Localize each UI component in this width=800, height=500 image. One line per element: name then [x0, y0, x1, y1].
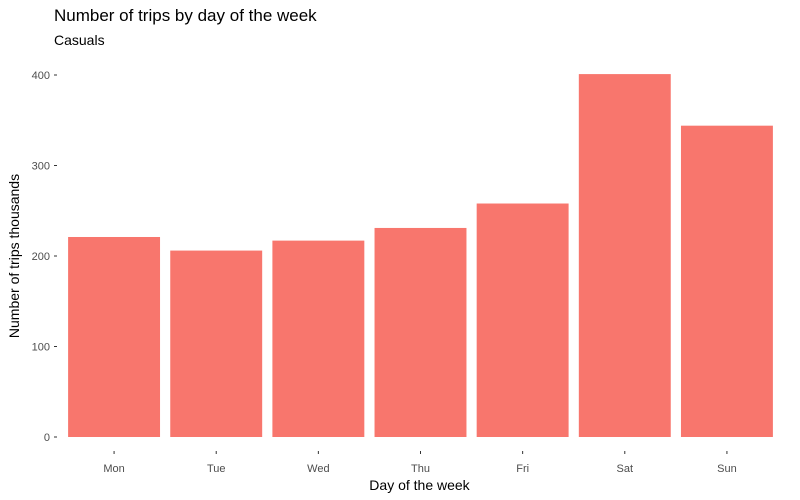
bar-sat: [578, 74, 671, 437]
x-tick-label: Tue: [207, 463, 226, 475]
x-tick-label: Wed: [307, 463, 329, 475]
y-tick-label: 400: [32, 70, 50, 82]
x-tick-label: Sun: [717, 463, 737, 475]
y-axis-title: Number of trips thousands: [6, 174, 22, 338]
bars: [68, 74, 773, 438]
y-tick-label: 100: [32, 342, 50, 354]
bar-thu: [374, 227, 467, 437]
x-axis-title: Day of the week: [369, 477, 470, 493]
bar-mon: [68, 236, 161, 437]
x-tick-label: Thu: [411, 463, 430, 475]
bar-fri: [476, 203, 569, 437]
chart-title: Number of trips by day of the week: [54, 6, 317, 25]
y-tick-label: 0: [44, 432, 50, 444]
bar-tue: [170, 250, 263, 437]
x-tick-label: Sat: [617, 463, 634, 475]
x-tick-label: Fri: [516, 463, 529, 475]
y-tick-label: 300: [32, 161, 50, 173]
bar-wed: [272, 240, 365, 437]
x-axis: Mon Tue Wed Thu Fri Sat Sun: [103, 451, 737, 475]
y-tick-label: 200: [32, 251, 50, 263]
bar-sun: [680, 125, 773, 438]
y-axis: 0 100 200 300 400: [32, 70, 57, 444]
x-tick-label: Mon: [103, 463, 124, 475]
chart-subtitle: Casuals: [54, 32, 105, 48]
